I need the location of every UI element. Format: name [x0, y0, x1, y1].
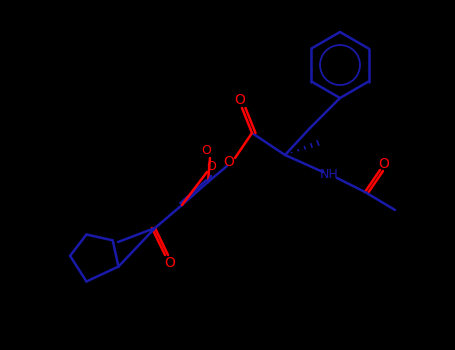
Text: O: O — [379, 157, 389, 171]
Text: O: O — [165, 256, 176, 270]
Text: O: O — [201, 144, 211, 156]
Text: O: O — [235, 93, 245, 107]
Text: NH: NH — [319, 168, 339, 182]
Text: O: O — [223, 155, 234, 169]
Text: O: O — [206, 161, 216, 174]
